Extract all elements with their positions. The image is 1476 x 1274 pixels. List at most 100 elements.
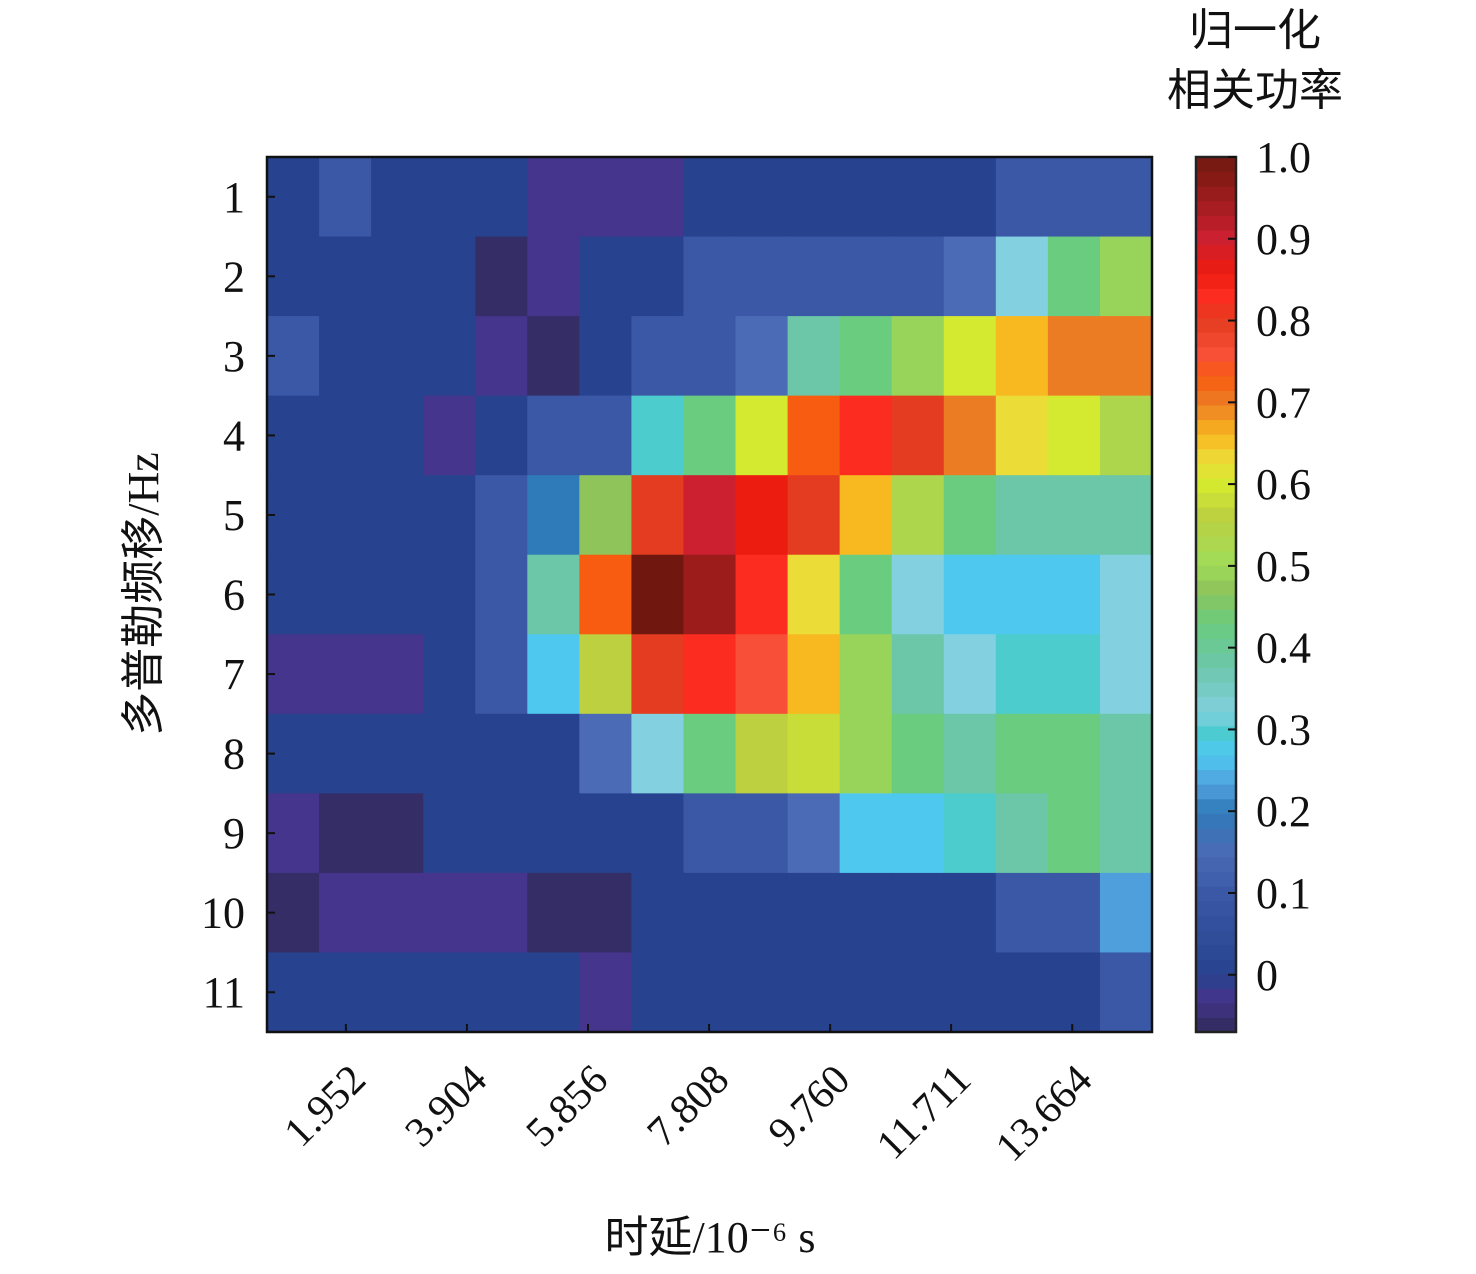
colorbar-segment — [1196, 550, 1236, 566]
heatmap-cell — [995, 475, 1049, 556]
colorbar-segment — [1196, 565, 1236, 581]
heatmap-cell — [735, 316, 789, 397]
heatmap-cell — [319, 872, 372, 954]
heatmap-cell — [267, 157, 320, 238]
heatmap-cell — [839, 713, 893, 794]
colorbar-segment — [1196, 652, 1236, 669]
heatmap-cell — [475, 157, 528, 238]
colorbar-segment — [1196, 900, 1236, 916]
colorbar-segment — [1196, 346, 1236, 362]
heatmap-cell — [371, 554, 424, 635]
heatmap-cell — [579, 713, 633, 794]
heatmap-cell — [787, 554, 841, 635]
colorbar-segment — [1196, 827, 1236, 844]
heatmap-cell — [891, 793, 945, 874]
heatmap-cell — [527, 157, 580, 238]
heatmap-cell — [891, 713, 945, 794]
colorbar-tick-label: 0.7 — [1256, 378, 1311, 427]
heatmap-cell — [787, 157, 841, 238]
heatmap-cell — [423, 236, 476, 317]
heatmap-cell — [683, 157, 737, 238]
colorbar-segment — [1196, 244, 1236, 260]
heatmap-cell — [631, 793, 685, 874]
y-tick-label: 5 — [223, 491, 245, 540]
colorbar-title-line1: 归一化 — [1189, 6, 1321, 55]
heatmap-cell — [475, 952, 528, 1033]
heatmap-cell — [423, 952, 476, 1033]
colorbar-segment — [1196, 959, 1236, 975]
heatmap-cell — [371, 793, 424, 874]
colorbar-segment — [1196, 492, 1236, 508]
heatmap-cell — [371, 395, 424, 476]
y-tick-label: 9 — [223, 809, 245, 858]
heatmap-cell — [579, 634, 633, 715]
colorbar-segment — [1196, 769, 1236, 785]
heatmap-cell — [839, 395, 893, 476]
heatmap-cell — [579, 316, 633, 397]
y-tick-label: 10 — [201, 889, 245, 938]
heatmap-cell — [1047, 634, 1101, 715]
heatmap-cell — [267, 713, 320, 794]
y-axis: 1 2 3 4 5 6 7 8 9 10 11 — [201, 173, 275, 1017]
colorbar-segment — [1196, 798, 1236, 814]
x-tick-label: 1.952 — [276, 1057, 375, 1156]
heatmap-cell — [1099, 634, 1153, 715]
y-tick-label: 6 — [223, 571, 245, 620]
colorbar-segment — [1196, 317, 1236, 333]
heatmap-cell — [527, 634, 580, 715]
heatmap-cell — [839, 872, 893, 954]
colorbar-tick-label: 0.2 — [1256, 787, 1311, 836]
heatmap-cell — [267, 395, 320, 476]
heatmap-cell — [891, 395, 945, 476]
colorbar-segment — [1196, 288, 1236, 304]
heatmap-cell — [683, 952, 737, 1033]
colorbar-segment — [1196, 594, 1236, 610]
colorbar-segment — [1196, 944, 1236, 960]
colorbar-segment — [1196, 434, 1236, 450]
heatmap-cell — [995, 157, 1049, 238]
colorbar-segment — [1196, 404, 1236, 421]
y-tick-label: 4 — [223, 411, 245, 460]
colorbar-segment — [1196, 259, 1236, 275]
heatmap-cell — [943, 554, 997, 635]
heatmap-cell — [527, 952, 580, 1033]
heatmap-cell — [1099, 952, 1153, 1033]
y-tick-label: 7 — [223, 650, 245, 699]
colorbar-segment — [1196, 988, 1236, 1004]
heatmap-cell — [995, 395, 1049, 476]
colorbar-tick-label: 0.1 — [1256, 869, 1311, 918]
colorbar-segment — [1196, 419, 1236, 435]
heatmap-cell — [995, 316, 1049, 397]
colorbar-segment — [1196, 361, 1236, 377]
heatmap-cell — [787, 395, 841, 476]
heatmap-cell — [423, 872, 476, 954]
heatmap-cell — [267, 236, 320, 317]
colorbar-segment — [1196, 638, 1236, 654]
heatmap-cell — [891, 236, 945, 317]
heatmap-cell — [579, 475, 633, 556]
colorbar-segment — [1196, 754, 1236, 771]
heatmap-cell — [995, 872, 1049, 954]
x-axis-label: 时延/10⁻⁶ s — [605, 1213, 816, 1262]
heatmap-cell — [787, 713, 841, 794]
heatmap-cell — [839, 157, 893, 238]
heatmap-cell — [527, 554, 580, 635]
heatmap-cell — [319, 475, 372, 556]
heatmap-cell — [995, 634, 1049, 715]
heatmap-cell — [787, 952, 841, 1033]
colorbar-segment — [1196, 579, 1236, 596]
heatmap-cell — [787, 475, 841, 556]
heatmap-cell — [787, 634, 841, 715]
heatmap-cell — [683, 316, 737, 397]
heatmap-cell — [1099, 793, 1153, 874]
heatmap-cell — [371, 713, 424, 794]
heatmap-cell — [735, 236, 789, 317]
heatmap-cell — [683, 395, 737, 476]
heatmap-cell — [579, 157, 633, 238]
colorbar-segment — [1196, 623, 1236, 639]
colorbar-segment — [1196, 973, 1236, 989]
colorbar-segment — [1196, 696, 1236, 712]
heatmap-cell — [371, 236, 424, 317]
heatmap-cell — [475, 395, 528, 476]
heatmap-cell — [319, 316, 372, 397]
